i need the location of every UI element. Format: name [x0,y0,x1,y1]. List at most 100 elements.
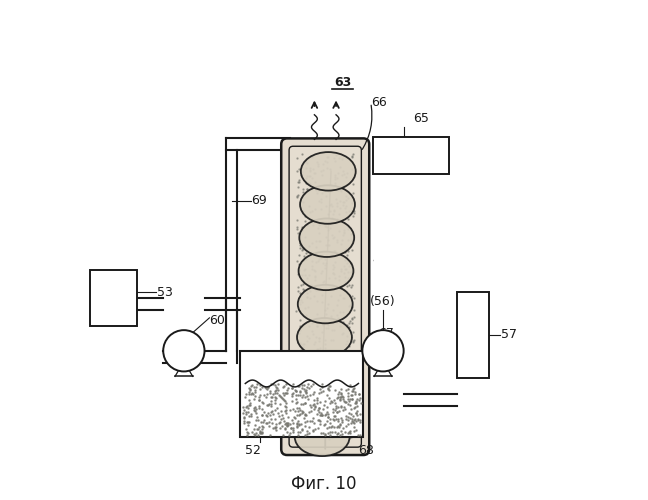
Point [348,385,358,393]
Point [341,386,351,394]
Point [296,426,307,434]
Point [307,370,318,378]
Point [314,334,324,342]
Point [318,278,329,286]
Point [328,234,338,241]
Point [335,420,345,428]
Point [338,406,348,413]
Point [301,254,312,262]
Point [295,360,306,368]
Point [322,226,332,234]
Point [352,396,362,404]
Point [302,332,312,340]
Point [301,393,311,401]
Point [325,366,336,374]
Point [334,216,345,224]
Point [341,398,351,406]
Point [334,227,344,235]
Point [341,254,352,262]
Point [305,400,316,408]
Point [312,322,322,330]
Point [343,370,353,378]
Point [336,430,347,438]
Point [347,230,358,238]
Point [288,404,299,412]
Point [340,248,350,256]
Point [272,404,283,412]
Point [316,194,326,202]
Point [348,212,358,220]
Point [283,413,293,421]
Point [328,407,338,415]
Point [316,270,326,278]
Point [310,402,320,409]
Point [290,387,301,395]
Point [295,420,306,428]
Point [343,370,353,378]
Point [278,382,288,390]
Point [281,398,292,406]
Point [279,382,289,390]
Point [297,424,307,432]
Ellipse shape [299,218,354,257]
Point [341,376,351,384]
Point [347,304,358,312]
Point [297,393,308,401]
Point [346,354,356,362]
Point [250,421,260,429]
Point [339,228,349,236]
Point [335,395,345,403]
Point [339,198,349,206]
Point [252,426,262,434]
Point [299,400,310,407]
Point [319,340,330,348]
Point [292,225,302,233]
Point [323,366,334,374]
Point [264,418,275,426]
Point [341,415,351,423]
Point [293,229,303,237]
Point [291,378,301,386]
Point [345,364,355,372]
Point [345,317,356,325]
Point [304,272,314,280]
Point [313,388,323,396]
Point [349,294,360,302]
Point [301,249,311,257]
Point [251,412,262,420]
Point [295,388,306,396]
Point [340,428,351,436]
Point [349,404,359,412]
Point [244,402,254,409]
Point [338,294,349,302]
Point [254,424,264,432]
Point [349,354,359,362]
Point [286,398,297,406]
Point [301,417,312,425]
Point [265,390,275,398]
Point [259,408,269,416]
Point [343,268,354,276]
Point [255,418,266,426]
Point [247,428,257,436]
Point [281,388,291,396]
Point [303,179,313,187]
Point [338,294,348,302]
Point [327,314,337,322]
Point [288,380,299,388]
Point [314,404,324,412]
Point [325,181,336,189]
Point [314,221,324,229]
Point [255,429,266,437]
Point [349,428,359,436]
Point [314,377,325,385]
Point [299,390,309,398]
Point [347,374,358,382]
Point [279,398,290,406]
Point [340,340,351,348]
Point [244,388,254,396]
Point [297,298,307,306]
Point [340,405,350,413]
Point [281,380,292,388]
Point [339,226,349,234]
